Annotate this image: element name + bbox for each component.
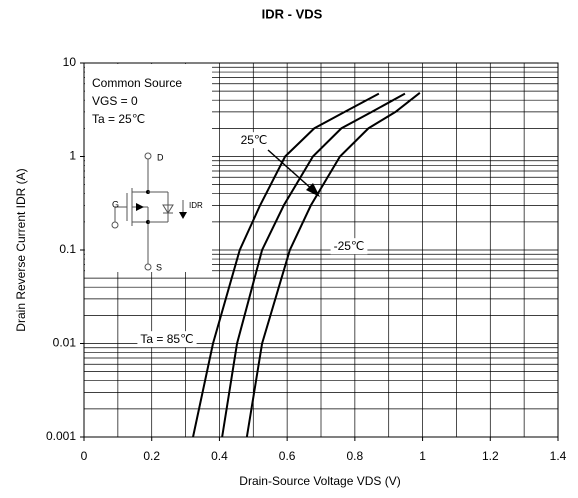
curve	[221, 92, 406, 438]
series-label-bg	[237, 132, 271, 149]
annotation-arrow	[267, 149, 315, 192]
circuit-label: G	[112, 199, 119, 209]
x-tick-label: 0.4	[211, 449, 228, 463]
series-label: -25℃	[334, 239, 365, 253]
x-axis-label: Drain-Source Voltage VDS (V)	[239, 474, 400, 488]
inset-text: VGS = 0	[92, 94, 138, 108]
inset-text: Common Source	[92, 76, 182, 90]
inset: Common Source VGS = 0 Ta = 25℃	[85, 64, 212, 272]
y-axis-label: Drain Reverse Current IDR (A)	[14, 168, 28, 331]
y-tick-label: 0.1	[59, 242, 76, 256]
x-tick-label: 1.2	[482, 449, 499, 463]
x-tick-label: 1	[419, 449, 426, 463]
series-label-bg	[137, 331, 197, 348]
series-label-bg	[330, 238, 368, 255]
x-tick-label: 0.2	[143, 449, 160, 463]
chart-title: IDR - VDS	[262, 6, 323, 21]
x-tick-label: 0.6	[279, 449, 296, 463]
curve	[245, 92, 421, 438]
curve	[192, 92, 380, 438]
inset-text: Ta = 25℃	[92, 112, 145, 126]
x-tick-label: 0.8	[347, 449, 364, 463]
series-label: Ta = 85℃	[140, 332, 193, 346]
y-tick-label: 0.01	[53, 336, 77, 350]
annotation-arrowhead	[306, 183, 320, 197]
circuit-symbol: D G S IDR	[111, 152, 203, 272]
y-tick-label: 10	[63, 55, 77, 69]
y-tick-label: 1	[69, 149, 76, 163]
circuit-label: IDR	[189, 201, 203, 210]
y-tick-label: 0.001	[46, 429, 76, 443]
x-tick-label: 0	[81, 449, 88, 463]
circuit-label: S	[156, 262, 162, 272]
x-tick-label: 1.4	[550, 449, 567, 463]
series-label: 25℃	[241, 133, 268, 147]
circuit-label: D	[157, 152, 164, 162]
